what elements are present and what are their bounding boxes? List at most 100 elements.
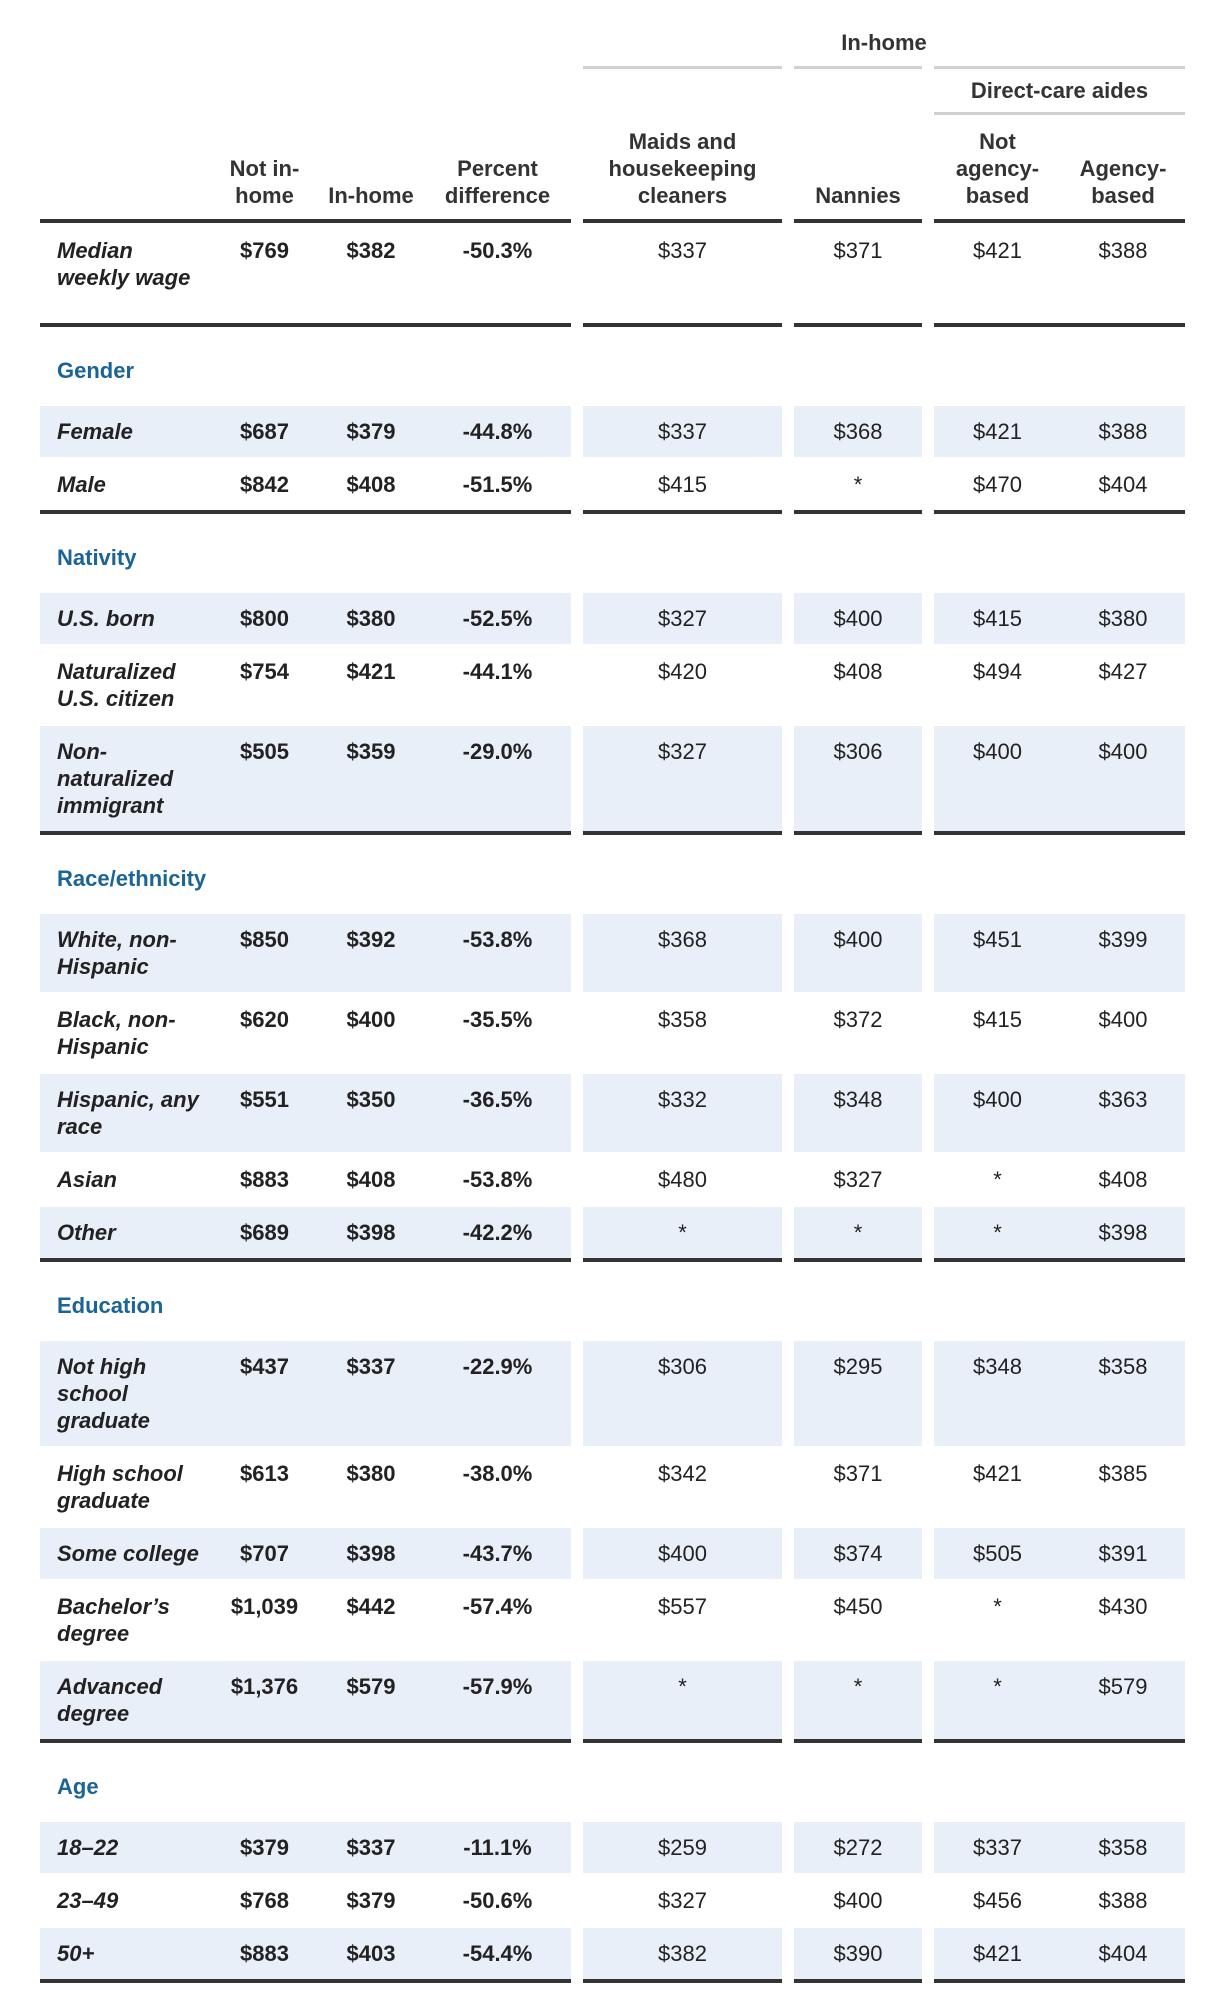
table-cell: $327 [658,1888,707,1913]
table-cell: $883 [211,1928,318,1979]
table-row: Black, non-Hispanic $620 $400 -35.5% $358 $37… [40,994,1185,1072]
table-cell: $337 [934,1822,1061,1873]
rule-segment [40,831,571,835]
rule-segment [40,1258,571,1262]
rule-gap [571,510,583,514]
group-rule [40,831,1185,835]
table-cell: $400 [1098,1007,1148,1032]
table-cell: -57.4% [462,1594,533,1619]
table-row: Some college $707 $398 -43.7% $400 $374 $505 $3… [40,1528,1185,1579]
table-row: High school graduate $613 $380 -38.0% $342 $3… [40,1448,1185,1526]
row-label: Hispanic, any race [40,1074,211,1152]
table-cell: * [853,472,863,497]
row-label: Some college [40,1528,211,1579]
column-header: Nannies [815,183,901,208]
rule-segment [583,510,782,514]
table-cell: $388 [1098,238,1148,263]
table-cell: -52.5% [424,593,571,644]
table-cell: $579 [1061,1661,1185,1739]
rule-segment [794,1258,922,1262]
table-row: Male $842 $408 -51.5% $415 * $470 $404 [40,459,1185,510]
table-cell: -54.4% [424,1928,571,1979]
table-cell: -36.5% [424,1074,571,1152]
table-row: Naturalized U.S. citizen $754 $421 -44.1% $4… [40,646,1185,724]
group-rule [40,323,1185,327]
table-cell: $390 [794,1928,922,1979]
table-row: Not high school graduate $437 $337 -22.9% $3… [40,1341,1185,1446]
section-title: Nativity [57,545,137,570]
row-label: Naturalized U.S. citizen [57,659,176,711]
table-cell: $337 [318,1341,424,1446]
rule-segment [40,1739,571,1743]
rule-gap [782,1739,794,1743]
table-cell: $421 [934,406,1061,457]
group-rule [40,1739,1185,1743]
rule-gap [571,1258,583,1262]
rule-segment [794,219,922,223]
rule-segment [794,831,922,835]
table-cell: -35.5% [462,1007,533,1032]
rule-gap [922,1979,934,1983]
table-cell: * [993,1594,1002,1619]
rule-segment [583,1258,782,1262]
table-header: In-home Direct-care aides Not in-home In-ho… [40,0,1185,219]
wage-table: In-home Direct-care aides Not in-home In-ho… [40,0,1185,1983]
table-cell: $398 [318,1207,424,1258]
table-cell: $372 [833,1007,883,1032]
table-cell: $348 [794,1074,922,1152]
rule-segment [40,219,571,223]
rule-segment [794,1979,922,1983]
table-cell: $385 [1098,1461,1148,1486]
rule-segment [934,323,1185,327]
table-cell: $380 [318,593,424,644]
table-cell: -57.9% [424,1661,571,1739]
row-label: Other [40,1207,211,1258]
table-cell: $408 [1098,1167,1148,1192]
table-cell: * [934,1207,1061,1258]
table-cell: $427 [1098,659,1148,684]
group-label: In-home [841,30,927,55]
table-cell: -53.8% [424,914,571,992]
table-cell: $408 [346,472,396,497]
table-cell: $358 [1061,1341,1185,1446]
table-cell: * [583,1661,782,1739]
table-cell: -51.5% [462,472,533,497]
column-header: Maids and housekeeping cleaners [608,129,757,208]
table-cell: $421 [346,659,396,684]
table-cell: $392 [318,914,424,992]
column-header: In-home [328,183,414,208]
table-cell: -53.8% [462,1167,533,1192]
column-header: Percent difference [444,156,551,208]
section-title: Race/ethnicity [57,866,207,891]
rule-gap [922,831,934,835]
section-title: Education [57,1293,164,1318]
table-cell: $337 [583,406,782,457]
header-rule [934,66,1185,69]
row-label: Black, non-Hispanic [57,1007,176,1059]
table-cell: * [794,1661,922,1739]
rule-gap [922,219,934,223]
table-row: Asian $883 $408 -53.8% $480 $327 * $408 [40,1154,1185,1205]
row-label: 18–22 [40,1822,211,1873]
table-cell: $579 [318,1661,424,1739]
table-cell: $842 [240,472,289,497]
table-cell: $400 [794,914,922,992]
table-cell: $415 [658,472,707,497]
row-label: White, non-Hispanic [40,914,211,992]
rule-gap [571,1739,583,1743]
table-cell: $415 [973,1007,1022,1032]
rule-segment [40,1979,571,1983]
column-header: Not agency-based [955,129,1040,208]
table-row: Advanced degree $1,376 $579 -57.9% * * * $579 [40,1661,1185,1739]
table-cell: $398 [318,1528,424,1579]
table-cell: $399 [1061,914,1185,992]
table-cell: $408 [346,1167,396,1192]
table-cell: -44.8% [424,406,571,457]
table-cell: $415 [934,593,1061,644]
table-cell: * [993,1167,1002,1192]
table-row: Non-naturalized immigrant $505 $359 -29.0% $… [40,726,1185,831]
group-rule [40,1258,1185,1262]
rule-gap [571,1979,583,1983]
table-cell: $391 [1061,1528,1185,1579]
table-cell: $687 [211,406,318,457]
